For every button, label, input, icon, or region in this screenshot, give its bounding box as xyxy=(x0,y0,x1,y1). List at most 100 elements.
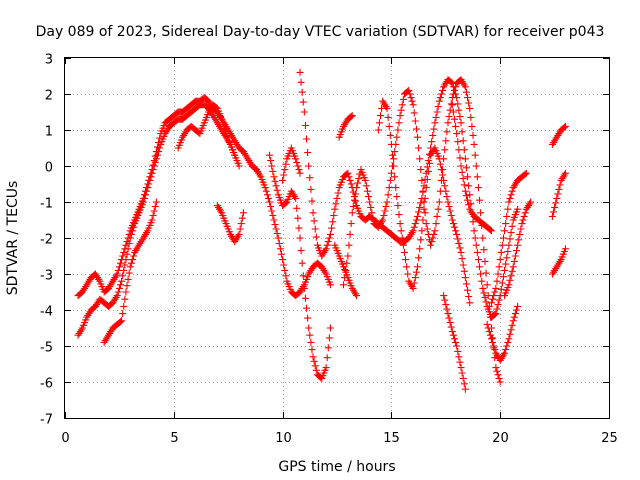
data-point xyxy=(415,208,423,216)
x-tick-label: 15 xyxy=(383,431,400,446)
data-point xyxy=(429,131,437,139)
data-point xyxy=(513,306,521,314)
data-point xyxy=(294,162,302,170)
data-point xyxy=(430,230,438,238)
data-point xyxy=(345,173,353,181)
data-point xyxy=(417,199,425,207)
data-point xyxy=(119,252,127,260)
data-point xyxy=(271,177,279,185)
data-point xyxy=(296,169,304,177)
data-point xyxy=(363,187,371,195)
data-point xyxy=(444,119,452,127)
data-point xyxy=(527,198,535,206)
data-point xyxy=(441,296,449,304)
data-point xyxy=(466,104,474,112)
data-point xyxy=(218,115,226,123)
data-point xyxy=(461,155,469,163)
data-point xyxy=(469,218,477,226)
data-point xyxy=(410,223,418,231)
data-point xyxy=(398,234,406,242)
data-point xyxy=(550,208,558,216)
data-point xyxy=(353,184,361,192)
data-point xyxy=(477,209,485,217)
data-point xyxy=(324,344,332,352)
data-point xyxy=(502,260,510,268)
data-point xyxy=(469,131,477,139)
data-point xyxy=(396,112,404,120)
data-point xyxy=(276,245,284,253)
data-point xyxy=(507,326,515,334)
data-point xyxy=(416,245,424,253)
data-point xyxy=(507,272,515,280)
data-points xyxy=(74,68,569,393)
data-point xyxy=(425,159,433,167)
data-point xyxy=(416,203,424,211)
data-point xyxy=(125,239,133,247)
y-tick-label: -4 xyxy=(40,305,53,320)
data-point xyxy=(490,342,498,350)
data-point xyxy=(462,88,470,96)
data-point xyxy=(459,137,467,145)
data-point xyxy=(428,238,436,246)
data-point xyxy=(467,113,475,121)
data-point xyxy=(305,162,313,170)
data-point xyxy=(310,217,318,225)
series-arc-i xyxy=(374,97,474,307)
data-point xyxy=(299,272,307,280)
data-point xyxy=(127,230,135,238)
data-point xyxy=(403,263,411,271)
data-point xyxy=(115,263,123,271)
data-point xyxy=(361,176,369,184)
data-point xyxy=(483,320,491,328)
data-point xyxy=(328,224,336,232)
data-point xyxy=(458,168,466,176)
data-point xyxy=(399,241,407,249)
series-arc-n xyxy=(483,302,522,364)
y-tick-label: 2 xyxy=(45,89,53,104)
data-point xyxy=(561,245,569,253)
data-point xyxy=(384,191,392,199)
data-point xyxy=(458,255,466,263)
data-point xyxy=(120,248,128,256)
data-point xyxy=(457,364,465,372)
data-point xyxy=(348,209,356,217)
data-point xyxy=(442,301,450,309)
data-point xyxy=(296,68,304,76)
data-point xyxy=(493,305,501,313)
data-point xyxy=(381,207,389,215)
data-point xyxy=(443,128,451,136)
data-point xyxy=(116,259,124,267)
data-point xyxy=(417,236,425,244)
data-point xyxy=(455,239,463,247)
data-point xyxy=(497,285,505,293)
data-point xyxy=(388,151,396,159)
data-point xyxy=(152,198,160,206)
y-tick-label: 1 xyxy=(45,125,53,140)
data-point xyxy=(116,281,124,289)
data-point xyxy=(519,216,527,224)
data-point xyxy=(156,144,164,152)
data-point xyxy=(266,151,274,159)
data-point xyxy=(437,166,445,174)
data-point xyxy=(458,128,466,136)
data-point xyxy=(386,131,394,139)
data-point xyxy=(263,191,271,199)
data-point xyxy=(465,99,473,107)
data-point xyxy=(454,100,462,108)
data-point xyxy=(268,207,276,215)
data-point xyxy=(239,209,247,217)
data-point xyxy=(311,225,319,233)
data-point xyxy=(308,197,316,205)
data-point xyxy=(453,130,461,138)
data-point xyxy=(511,310,519,318)
data-point xyxy=(421,209,429,217)
data-point xyxy=(456,358,464,366)
data-point xyxy=(409,284,417,292)
data-point xyxy=(126,263,134,271)
data-point xyxy=(432,220,440,228)
data-point xyxy=(457,162,465,170)
data-point xyxy=(303,135,311,143)
data-point xyxy=(551,203,559,211)
data-point xyxy=(514,302,522,310)
data-point xyxy=(301,122,309,129)
